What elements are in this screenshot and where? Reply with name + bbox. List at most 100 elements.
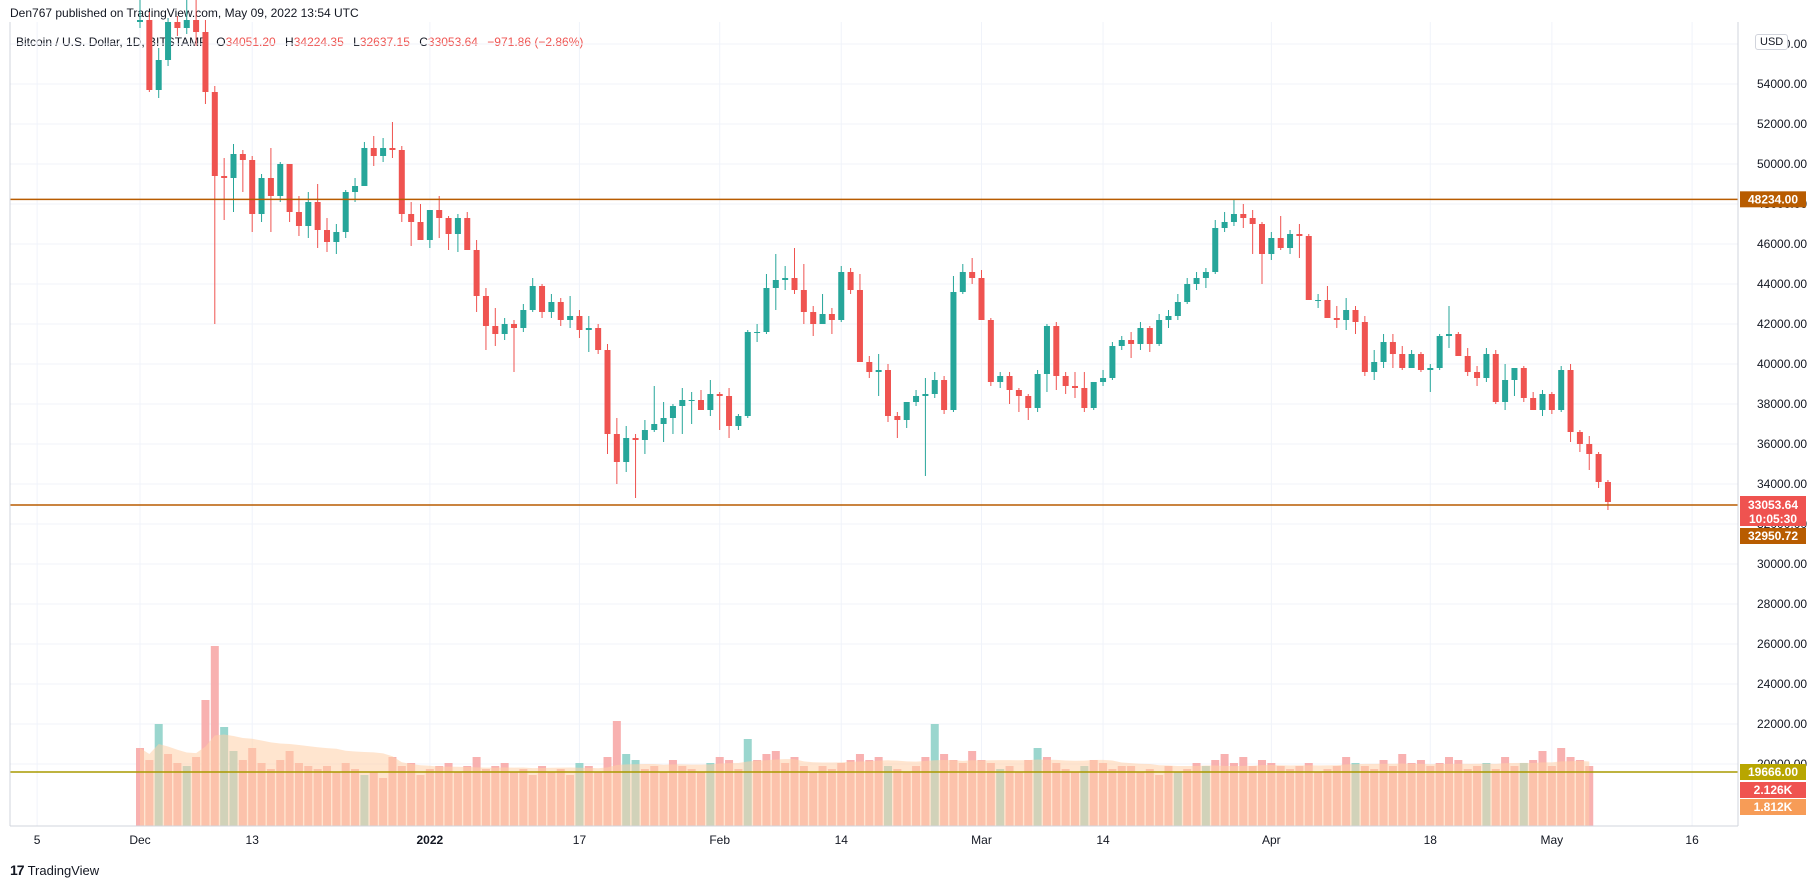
candle-body: [511, 324, 517, 328]
candle-body: [295, 212, 302, 226]
footer-brand[interactable]: 17 TradingView: [10, 862, 99, 878]
candle-body: [492, 326, 499, 334]
x-tick-label: 16: [1685, 833, 1699, 847]
candle-body: [333, 232, 340, 242]
candle-body: [1576, 432, 1583, 444]
candle-body: [716, 394, 723, 396]
candle-body: [641, 430, 648, 440]
candle-body: [1165, 316, 1172, 320]
candle-body: [1511, 368, 1518, 380]
low-value: 32637.15: [359, 35, 410, 49]
candle-body: [1156, 320, 1163, 344]
currency-selector[interactable]: USD: [1755, 34, 1789, 50]
candle-body: [744, 332, 751, 416]
axes: 20000.0022000.0024000.0026000.0028000.00…: [9, 22, 1807, 847]
candle-body: [1389, 342, 1396, 354]
candle-body: [688, 400, 695, 401]
level-tag-lower: 32950.72: [1748, 529, 1798, 543]
candle-body: [791, 278, 798, 290]
candle-body: [221, 176, 228, 178]
candle-body: [1492, 354, 1499, 402]
symbol-title[interactable]: Bitcoin / U.S. Dollar, 1D, BITSTAMP: [16, 35, 207, 49]
candle-body: [1483, 354, 1490, 378]
candle-body: [1062, 376, 1069, 386]
candle-body: [548, 302, 555, 312]
candle-body: [604, 350, 611, 434]
y-tick-label: 28000.00: [1757, 597, 1807, 611]
candle-body: [174, 22, 181, 28]
candle-body: [426, 210, 433, 240]
x-tick-label: 5: [34, 833, 41, 847]
candle-body: [595, 328, 602, 350]
candle-body: [305, 202, 312, 226]
candle-body: [1436, 336, 1443, 368]
candle-body: [1137, 328, 1144, 344]
candle-body: [856, 290, 863, 362]
candle-body: [959, 272, 966, 292]
candle-body: [875, 370, 882, 372]
candle-body: [894, 416, 901, 420]
candle-body: [1333, 318, 1340, 320]
level-tag-upper-bg: [1740, 191, 1806, 208]
candle-body: [1567, 370, 1574, 432]
candle-body: [137, 20, 143, 22]
chart-grid: [10, 22, 1738, 826]
volume-level-tag: 19666.00: [1748, 765, 1798, 779]
candle-body: [1380, 342, 1387, 362]
candle-body: [885, 370, 891, 416]
candle-body: [772, 280, 779, 288]
candle-body: [950, 292, 957, 410]
x-tick-label: May: [1541, 833, 1564, 847]
candle-body: [342, 192, 349, 232]
candle-body: [239, 154, 246, 160]
candle-body: [1230, 214, 1237, 222]
candle-body: [408, 214, 415, 222]
candle-body: [286, 164, 293, 212]
candle-body: [707, 394, 714, 410]
candle-body: [1240, 214, 1247, 218]
candle-body: [1100, 378, 1107, 382]
candle-body: [436, 210, 443, 218]
candle-body: [1530, 398, 1537, 410]
candle-body: [1146, 328, 1153, 344]
candle-body: [1109, 346, 1116, 378]
y-tick-label: 54000.00: [1757, 77, 1807, 91]
y-tick-label: 36000.00: [1757, 437, 1807, 451]
candle-body: [997, 376, 1004, 382]
candle-body: [623, 438, 630, 462]
x-tick-label: 14: [1096, 833, 1110, 847]
candle-body: [539, 286, 546, 312]
x-tick-label: 17: [573, 833, 587, 847]
candle-body: [1417, 354, 1424, 370]
candle-body: [1043, 326, 1050, 374]
tradingview-logo-icon: 17: [10, 862, 25, 878]
candle-body: [1520, 368, 1527, 398]
candle-body: [978, 278, 985, 320]
candle-body: [847, 272, 854, 290]
candle-body: [324, 230, 330, 242]
candle-layer: [137, 0, 1611, 510]
volume-ma-area: [140, 734, 1590, 826]
candle-body: [613, 434, 620, 462]
x-tick-label: Mar: [971, 833, 992, 847]
candle-body: [1502, 380, 1509, 402]
candle-body: [464, 218, 471, 250]
candle-body: [1305, 236, 1312, 300]
y-tick-label: 50000.00: [1757, 157, 1807, 171]
volume-tag-bg: [1740, 782, 1806, 798]
candle-body: [1352, 310, 1359, 322]
candle-body: [931, 380, 938, 394]
candle-body: [1202, 272, 1209, 278]
candle-body: [585, 328, 592, 330]
y-tick-label: 46000.00: [1757, 237, 1807, 251]
symbol-legend: Bitcoin / U.S. Dollar, 1D, BITSTAMP O340…: [16, 35, 583, 49]
candle-body: [520, 310, 527, 328]
y-tick-label: 30000.00: [1757, 557, 1807, 571]
y-tick-label: 40000.00: [1757, 357, 1807, 371]
x-tick-label: 2022: [416, 833, 443, 847]
candle-body: [987, 320, 994, 382]
candle-body: [1324, 300, 1331, 318]
candle-body: [211, 92, 218, 176]
candle-body: [557, 302, 564, 320]
